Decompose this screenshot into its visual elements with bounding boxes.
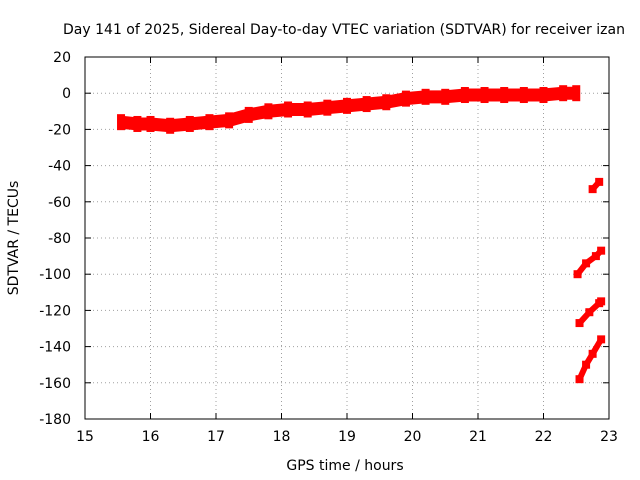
y-tick-label: -180: [39, 412, 71, 428]
data-point: [575, 319, 584, 328]
data-point: [401, 90, 410, 107]
data-point: [573, 270, 582, 279]
data-point: [225, 112, 234, 129]
data-point: [559, 85, 568, 102]
data-point: [595, 177, 604, 186]
data-point: [539, 87, 548, 104]
tick-labels: 15 16 17 18 19 20 21 22 23 20 0 -20 -40 -60 -80 -100 -12…: [39, 50, 618, 445]
chart-title: Day 141 of 2025, Sidereal Day-to-day VTE…: [63, 22, 625, 38]
data-point: [460, 87, 469, 104]
data-point: [323, 99, 332, 116]
x-tick-label: 18: [273, 429, 291, 445]
y-axis-title: SDTVAR / TECUs: [6, 181, 22, 296]
data-point: [343, 97, 351, 114]
x-tick-label: 15: [76, 429, 94, 445]
data-point: [588, 349, 597, 358]
data-point: [117, 114, 126, 131]
y-tick-label: -120: [39, 303, 71, 319]
x-axis-title: GPS time / hours: [286, 458, 403, 474]
data-point: [284, 101, 293, 118]
data-point: [597, 297, 606, 306]
series-line-5: [576, 337, 604, 381]
data-point: [585, 308, 594, 317]
y-tick-label: -100: [39, 267, 71, 283]
data-series: [117, 85, 606, 384]
data-point: [582, 360, 591, 369]
data-point: [597, 246, 606, 255]
data-point: [303, 101, 312, 118]
data-point: [185, 115, 194, 132]
y-tick-label: -160: [39, 376, 71, 392]
y-tick-label: -140: [39, 340, 71, 356]
x-tick-label: 20: [404, 429, 422, 445]
ticks: [84, 56, 610, 420]
data-point: [382, 94, 391, 111]
data-point: [441, 88, 450, 105]
y-tick-label: -60: [48, 195, 71, 211]
data-point: [133, 115, 142, 132]
data-point: [519, 87, 528, 104]
data-point: [582, 259, 591, 268]
y-tick-label: 0: [62, 86, 71, 102]
data-point: [480, 87, 489, 104]
y-tick-label: 20: [53, 50, 71, 66]
x-tick-label: 21: [469, 429, 487, 445]
data-point: [146, 115, 155, 132]
x-tick-label: 16: [142, 429, 160, 445]
data-point: [500, 87, 509, 104]
x-tick-label: 17: [207, 429, 225, 445]
data-point: [575, 375, 584, 384]
data-point: [588, 185, 597, 194]
x-tick-label: 23: [600, 429, 618, 445]
data-point: [166, 117, 175, 134]
data-point: [572, 85, 581, 102]
grid: [85, 57, 609, 419]
data-point: [591, 252, 600, 261]
data-point: [421, 88, 430, 105]
x-tick-label: 22: [535, 429, 553, 445]
data-point: [264, 103, 273, 120]
y-tick-label: -80: [48, 231, 71, 247]
x-tick-label: 19: [338, 429, 356, 445]
data-point: [205, 114, 214, 131]
data-point: [597, 335, 606, 344]
y-tick-label: -40: [48, 159, 71, 175]
y-tick-label: -20: [48, 122, 71, 138]
data-point: [244, 106, 253, 123]
data-point: [362, 96, 371, 113]
